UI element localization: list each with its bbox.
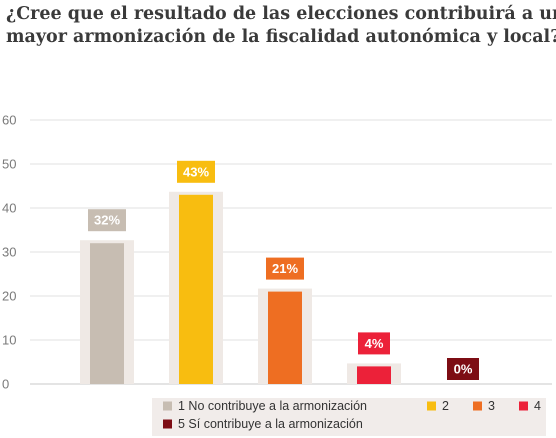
data-label-box-4 bbox=[358, 332, 390, 355]
legend-item-1: 1 No contribuye a la armonización bbox=[178, 399, 367, 413]
data-label-5: 0% bbox=[454, 362, 473, 377]
legend-item-2: 2 bbox=[442, 399, 449, 413]
legend: 1 No contribuye a la armonización 2 3 4 5 Sí… bbox=[152, 398, 546, 436]
legend-item-3: 3 bbox=[488, 399, 495, 413]
bar-3 bbox=[268, 291, 302, 384]
legend-swatch bbox=[163, 419, 172, 429]
legend-swatch bbox=[163, 401, 172, 411]
y-tick-label: 50 bbox=[2, 157, 16, 172]
y-tick-label: 40 bbox=[2, 201, 16, 216]
data-label-1: 32% bbox=[94, 213, 120, 228]
legend-item-5: 5 Sí contribuye a la armonización bbox=[178, 417, 363, 431]
chart-title-line-1: ¿Cree que el resultado de las elecciones… bbox=[6, 4, 556, 24]
data-label-3: 21% bbox=[272, 261, 298, 276]
data-label-box-3 bbox=[266, 257, 304, 280]
y-tick-label: 10 bbox=[2, 333, 16, 348]
data-label-box-1 bbox=[88, 209, 126, 232]
y-axis-ticks: 0 10 20 30 40 50 60 bbox=[2, 113, 16, 392]
bar-1 bbox=[90, 243, 124, 384]
y-tick-label: 0 bbox=[2, 377, 9, 392]
y-tick-label: 20 bbox=[2, 289, 16, 304]
legend-swatch bbox=[427, 401, 436, 411]
legend-swatch bbox=[519, 401, 528, 411]
y-tick-label: 60 bbox=[2, 113, 16, 128]
legend-swatch bbox=[473, 401, 482, 411]
legend-item-4: 4 bbox=[534, 399, 541, 413]
data-label-box-2 bbox=[177, 160, 215, 183]
y-tick-label: 30 bbox=[2, 245, 16, 260]
chart-title: ¿Cree que el resultado de las elecciones… bbox=[6, 3, 556, 49]
chart-title-line-2: mayor armonización de la fiscalidad auto… bbox=[6, 27, 556, 47]
data-label-box-5 bbox=[447, 358, 479, 380]
bars: 32% 43% 21% 4% 0% bbox=[80, 160, 479, 384]
bar-4 bbox=[357, 366, 391, 384]
data-label-2: 43% bbox=[183, 164, 209, 179]
bar-2 bbox=[179, 194, 213, 384]
data-label-4: 4% bbox=[365, 336, 384, 351]
